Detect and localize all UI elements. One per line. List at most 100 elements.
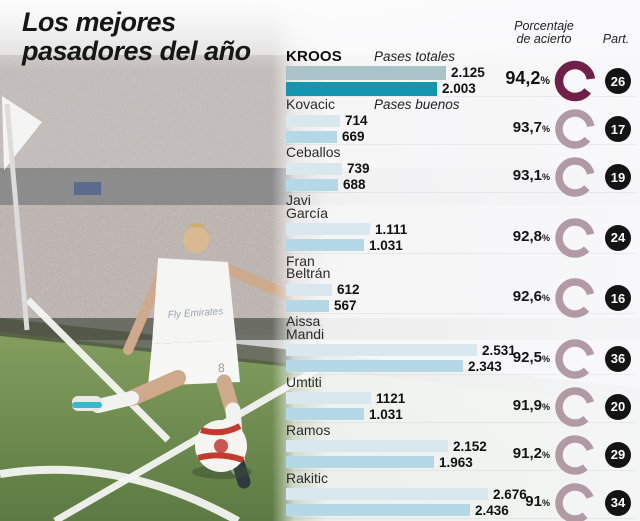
shirt-number: 8 [218, 361, 225, 375]
player-name: Javi García [286, 192, 329, 221]
page-title: Los mejores pasadores del año [22, 8, 251, 66]
accuracy-donut [550, 154, 600, 200]
accuracy-value: 94,2% [505, 68, 550, 88]
accuracy-value: 91% [525, 492, 550, 510]
chart-panel: Porcentaje de acierto Part. KROOS Pases … [272, 0, 640, 521]
accuracy-value: 91,9% [512, 396, 550, 414]
accuracy-donut [550, 480, 600, 521]
player-row: Javi García 1.111 1.031 92,8% 24 [286, 192, 636, 258]
good-passes-value: 1.031 [369, 237, 403, 253]
total-passes-value: 739 [347, 161, 370, 176]
goal-line [25, 297, 171, 443]
player-row: Umtiti 1121 1.031 91,9% 20 [286, 373, 636, 427]
good-passes-bar [286, 408, 364, 420]
player-name: Rakitic [286, 469, 329, 486]
good-passes-bar [286, 81, 437, 96]
good-passes-value: 2.436 [475, 502, 509, 518]
total-passes-value: 2.531 [482, 342, 516, 358]
accuracy-value: 93,7% [512, 119, 550, 136]
total-passes-bar [286, 283, 332, 296]
good-passes-bar [286, 178, 338, 191]
stand-banner [74, 182, 101, 195]
total-passes-bar [286, 440, 448, 452]
football [192, 420, 252, 479]
player-row: Kovacic Pases buenos 714 669 93,7% 17 [286, 96, 636, 149]
accuracy-donut [550, 432, 600, 478]
good-passes-bar [286, 299, 329, 312]
accuracy-donut [550, 58, 600, 104]
accuracy-header: Porcentaje de acierto [514, 19, 574, 46]
boot-accent [72, 402, 102, 408]
good-passes-bar [286, 130, 337, 143]
good-passes-value: 567 [334, 298, 357, 313]
total-passes-value: 714 [345, 113, 368, 128]
matches-badge: 17 [605, 116, 631, 142]
player-row: Rakitic 2.676 2.436 91% 34 [286, 469, 636, 521]
total-passes-bar [286, 114, 340, 127]
good-passes-value: 1.031 [369, 406, 403, 422]
title-line-2: pasadores del año [22, 36, 251, 66]
player-name: Kovacic [286, 96, 336, 112]
good-passes-bar [286, 456, 434, 468]
accuracy-value: 92,5% [512, 348, 550, 366]
accuracy-donut [550, 106, 600, 152]
good-passes-label: Pases buenos [374, 97, 460, 112]
title-line-1: Los mejores [22, 7, 176, 37]
accuracy-donut [550, 215, 600, 261]
player-name: Aissa Mandi [286, 313, 325, 342]
good-passes-value: 669 [342, 129, 365, 144]
total-passes-bar [286, 392, 371, 404]
panel-header: Porcentaje de acierto Part. [286, 6, 636, 47]
good-passes-bar [286, 504, 470, 516]
flag-pole [4, 103, 30, 331]
participation-header: Part. [602, 32, 630, 46]
player-name: Umtiti [286, 373, 322, 390]
accuracy-value: 92,6% [512, 288, 550, 305]
good-passes-value: 1.963 [439, 454, 473, 470]
total-passes-bar [286, 344, 477, 356]
total-passes-value: 1.111 [375, 221, 408, 237]
player-name: Ramos [286, 421, 331, 438]
matches-badge: 29 [605, 441, 631, 468]
accuracy-value: 92,8% [512, 227, 550, 245]
matches-badge: 19 [605, 164, 631, 190]
total-passes-label: Pases totales [374, 49, 456, 64]
player-row: Ramos 2.152 1.963 91,2% 29 [286, 421, 636, 475]
matches-badge: 20 [605, 393, 631, 420]
player-name: Varane [286, 518, 330, 521]
accuracy-donut [550, 384, 600, 430]
matches-badge: 26 [605, 68, 631, 94]
total-passes-bar [286, 162, 342, 175]
good-passes-bar [286, 360, 463, 372]
good-passes-value: 2.003 [442, 81, 476, 96]
total-passes-bar [286, 488, 488, 500]
player-row: Fran Beltrán 612 567 92,6% 16 [286, 252, 636, 318]
player-row: Aissa Mandi 2.531 2.343 92,5% 36 [286, 313, 636, 379]
matches-badge: 36 [605, 345, 631, 372]
player-row: Varane 1.646 1.495 90,8% 30 [286, 517, 636, 521]
total-passes-value: 612 [337, 282, 360, 297]
player-head [183, 227, 209, 253]
player-row: Ceballos 739 688 93,1% 19 [286, 144, 636, 197]
total-passes-value: 1121 [376, 390, 406, 406]
accuracy-donut [550, 275, 600, 321]
good-passes-value: 2.343 [468, 358, 502, 374]
accuracy-value: 91,2% [512, 444, 550, 462]
matches-badge: 24 [605, 224, 631, 251]
player-jersey [152, 258, 236, 344]
accuracy-donut [550, 336, 600, 382]
player-name: KROOS [286, 48, 343, 65]
player-row-kroos: KROOS Pases totales 2.125 2.003 94,2% 26 [286, 48, 636, 102]
total-passes-bar [286, 223, 370, 235]
good-passes-value: 688 [343, 177, 366, 192]
player-name: Ceballos [286, 144, 341, 160]
player-name: Fran Beltrán [286, 252, 331, 281]
accuracy-value: 93,1% [512, 167, 550, 184]
total-passes-value: 2.676 [493, 486, 527, 502]
player-kroos: Fly Emirates 8 [72, 223, 306, 489]
good-passes-bar [286, 239, 364, 251]
matches-badge: 34 [605, 489, 631, 516]
matches-badge: 16 [605, 285, 631, 311]
jersey-sponsor-text: Fly Emirates [167, 306, 223, 321]
